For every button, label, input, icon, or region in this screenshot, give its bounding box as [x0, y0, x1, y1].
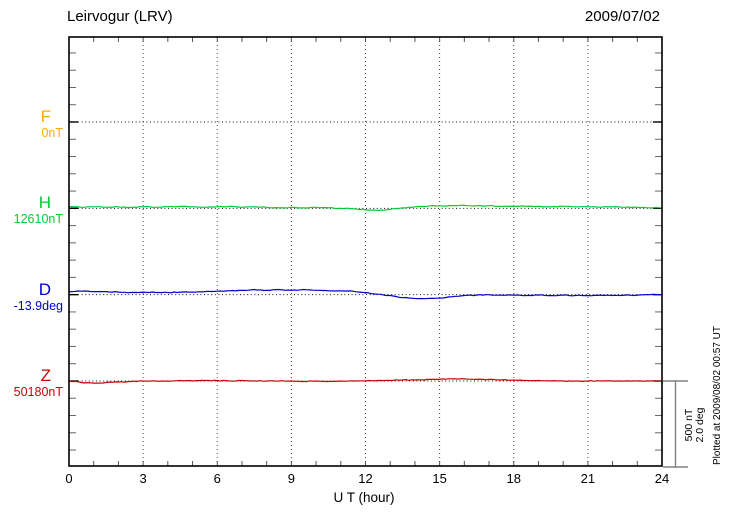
- component-baseline-f: 0nT: [41, 126, 63, 140]
- component-baseline-d: -13.9deg: [13, 299, 63, 313]
- scale-bar-deg-label: 2.0 deg: [694, 407, 706, 443]
- trace-z: [68, 378, 663, 384]
- component-label-h: H: [38, 193, 51, 212]
- scale-bar: [663, 380, 688, 468]
- x-tick-label: 0: [65, 471, 73, 486]
- component-label-z: Z: [40, 366, 51, 385]
- plotted-at-note: Plotted at 2009/08/02 00:57 UT: [712, 326, 723, 465]
- component-label-f: F: [40, 107, 51, 126]
- x-tick-label: 9: [287, 471, 295, 486]
- x-tick-label: 3: [139, 471, 147, 486]
- scale-bar-labels: 500 nT 2.0 deg: [683, 395, 707, 455]
- x-tick-label: 12: [358, 471, 373, 486]
- x-tick-label: 15: [432, 471, 447, 486]
- plot-date: 2009/07/02: [584, 8, 660, 25]
- x-axis-title: U T (hour): [333, 490, 395, 505]
- baseline-end-ticks: [69, 121, 662, 382]
- component-baseline-h: 12610nT: [13, 212, 63, 226]
- y-minor-ticks: [69, 52, 662, 451]
- component-baseline-z: 50180nT: [13, 385, 63, 399]
- x-tick-label: 21: [580, 471, 596, 486]
- x-tick-label: 6: [213, 471, 221, 486]
- station-title: Leirvogur (LRV): [67, 8, 173, 25]
- trace-d: [68, 288, 662, 300]
- trace-h: [68, 204, 663, 211]
- plot-frame: [68, 36, 663, 467]
- x-tick-label: 18: [506, 471, 521, 486]
- component-baselines: [78, 121, 661, 382]
- hour-ticks: [93, 37, 638, 466]
- gridlines: [142, 37, 589, 466]
- component-label-d: D: [38, 280, 51, 299]
- traces: [68, 204, 663, 384]
- x-tick-label: 24: [654, 471, 670, 486]
